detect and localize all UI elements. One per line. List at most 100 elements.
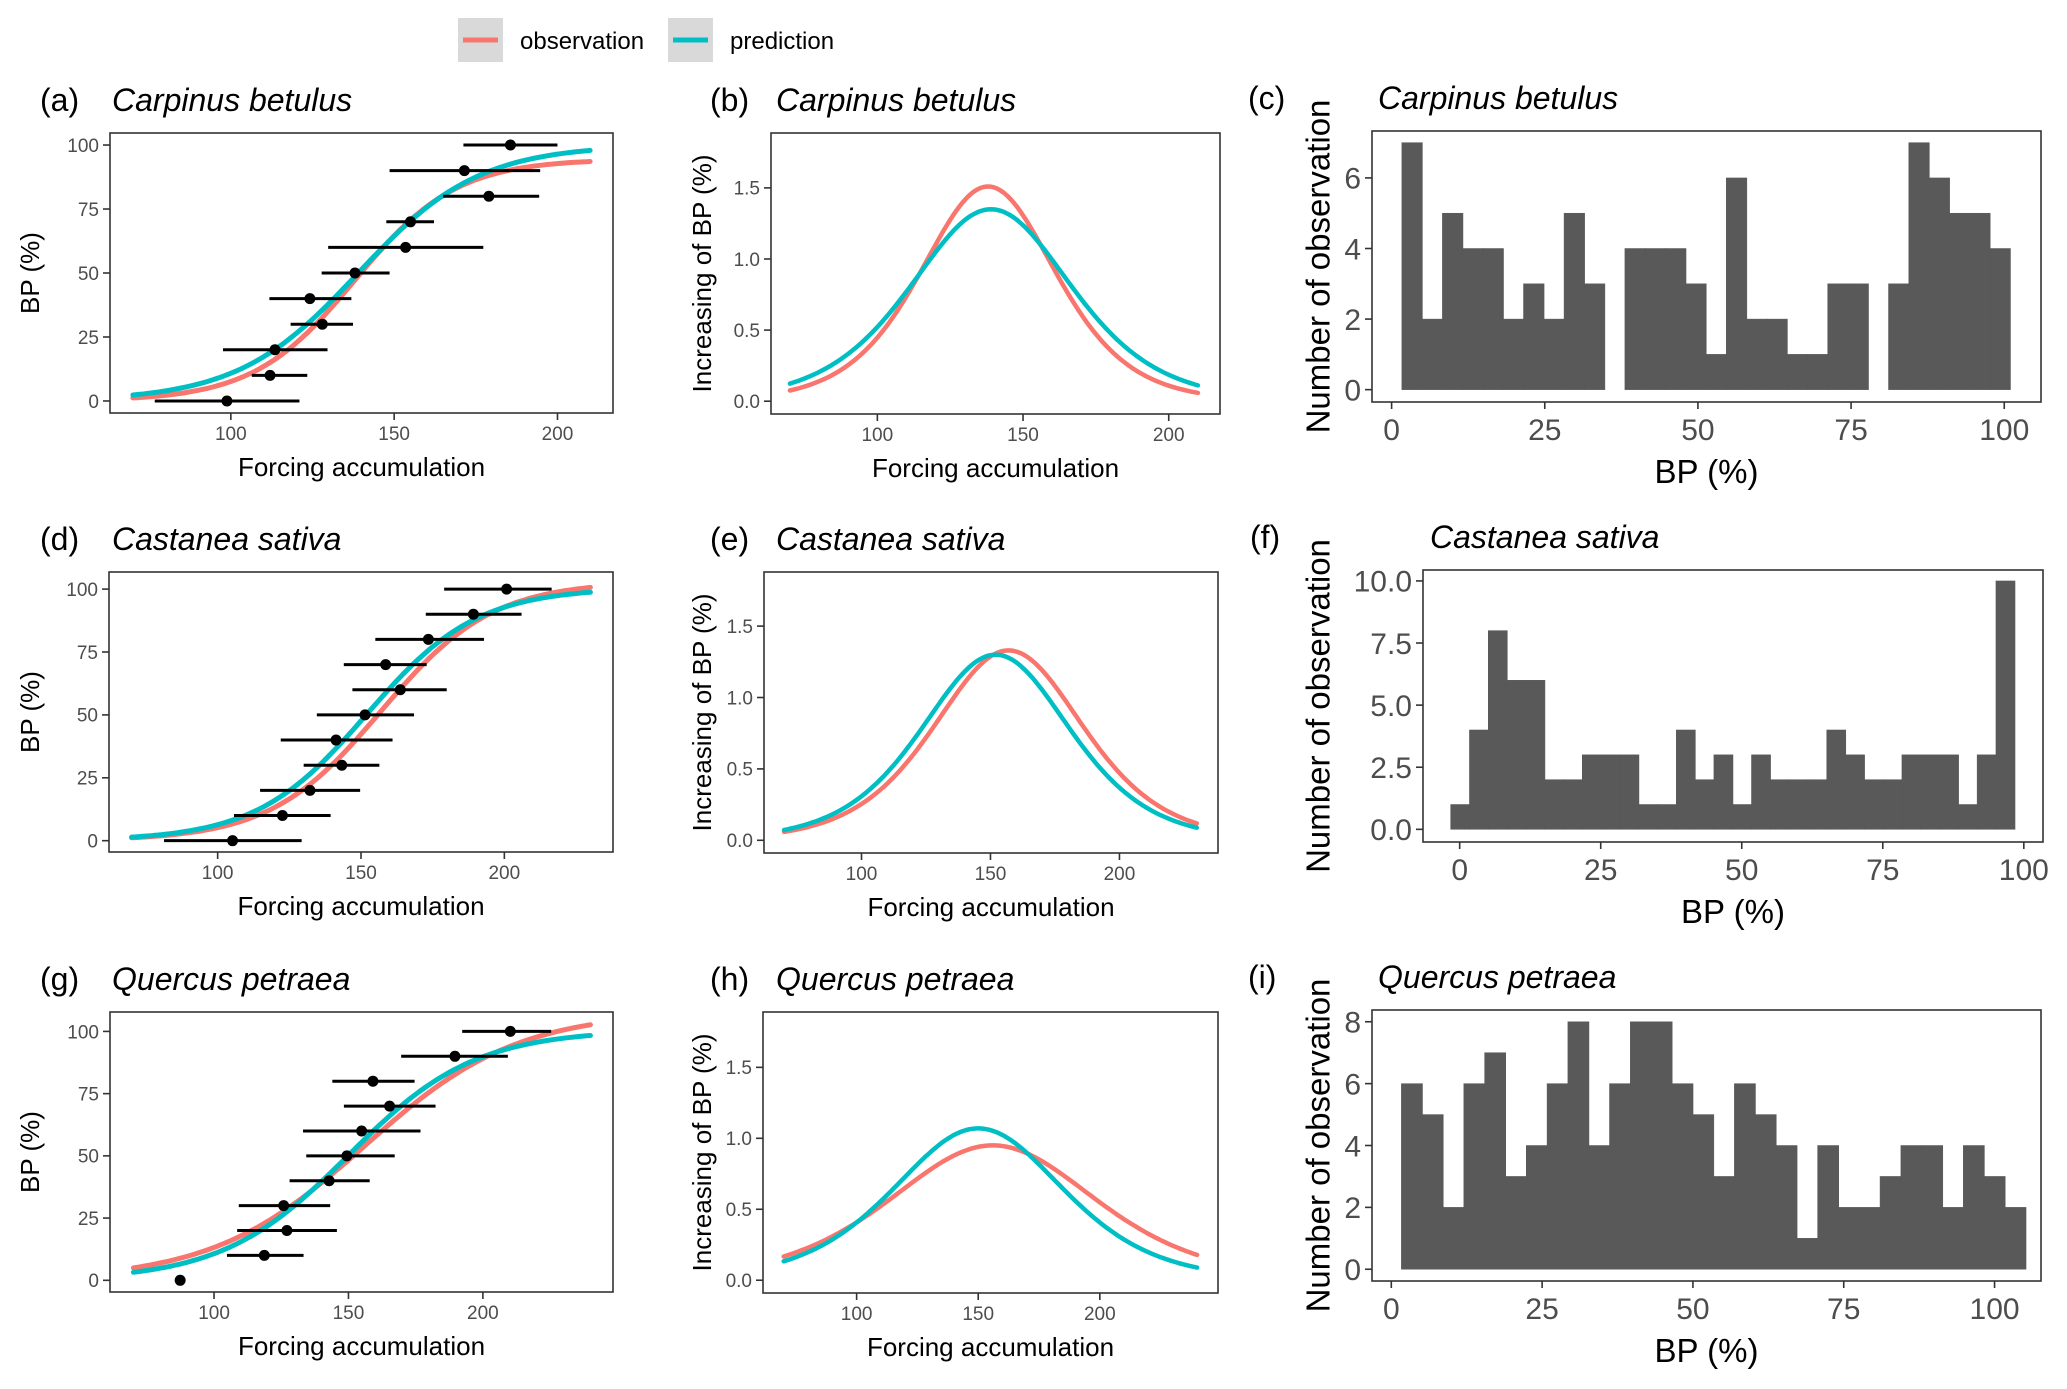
- y-tick-label: 0: [1344, 374, 1361, 407]
- y-tick-label: 0.0: [726, 1271, 752, 1292]
- y-tick-label: 0: [88, 392, 99, 413]
- histogram-bar: [1644, 248, 1667, 390]
- x-tick-label: 200: [488, 863, 520, 884]
- y-tick-label: 6: [1344, 1068, 1361, 1101]
- histogram-bar: [1567, 1021, 1590, 1270]
- histogram-bar: [1624, 248, 1646, 390]
- series-line-prediction: [781, 1126, 1200, 1270]
- panel-tag: (c): [1248, 80, 1285, 116]
- data-point: [316, 318, 328, 330]
- histogram-bar: [1976, 754, 1997, 830]
- y-tick-label: 0: [88, 1271, 99, 1292]
- series-line-prediction: [781, 652, 1200, 833]
- y-axis-title: BP (%): [15, 1111, 45, 1193]
- panel-tag: (e): [710, 521, 749, 557]
- histogram-bar: [1786, 354, 1808, 390]
- plot-layer: [787, 184, 1201, 396]
- panel-title: Carpinus betulus: [1378, 80, 1618, 116]
- y-tick-label: 0.0: [1370, 814, 1412, 847]
- data-point: [281, 1225, 293, 1237]
- panel-tag: (b): [710, 82, 749, 118]
- x-tick-label: 75: [1827, 1293, 1860, 1326]
- histogram-bar: [1879, 1176, 1902, 1270]
- data-point: [258, 1249, 270, 1261]
- panel-tag: (i): [1248, 959, 1276, 995]
- histogram-bar: [1921, 1145, 1944, 1270]
- data-point: [276, 810, 288, 822]
- panel-title: Castanea sativa: [112, 521, 341, 557]
- histogram-bar: [1676, 729, 1696, 830]
- data-point: [400, 241, 412, 253]
- histogram-bar: [1502, 318, 1525, 390]
- plot-layer: [129, 583, 593, 847]
- histogram-bar: [1827, 283, 1849, 390]
- histogram-bar: [1506, 680, 1527, 830]
- data-point: [278, 1200, 290, 1212]
- data-point: [467, 608, 479, 620]
- y-tick-label: 1.0: [734, 250, 760, 271]
- data-point: [341, 1150, 353, 1162]
- data-point: [269, 344, 281, 356]
- panel-g: (g) Quercus petraea 100 150 200 0 25 50 75 100 For…: [15, 961, 614, 1361]
- panel-tag: (g): [40, 961, 79, 997]
- panel-title: Quercus petraea: [776, 961, 1014, 997]
- histogram-bar: [1401, 142, 1423, 390]
- histogram-bar: [1609, 1083, 1631, 1270]
- data-point: [504, 1025, 516, 1037]
- x-tick-label: 100: [861, 425, 893, 446]
- x-axis-title: Forcing accumulation: [867, 892, 1114, 922]
- x-tick-label: 25: [1525, 1293, 1558, 1326]
- data-point: [359, 709, 371, 721]
- series-line-prediction: [130, 1033, 593, 1275]
- x-tick-label: 50: [1676, 1293, 1709, 1326]
- y-tick-label: 25: [77, 769, 98, 790]
- histogram-bar: [1928, 177, 1950, 390]
- plot-layer: [1401, 1021, 2027, 1270]
- plot-layer: [130, 1022, 593, 1286]
- histogram-bar: [1600, 754, 1621, 830]
- histogram-bar: [1845, 754, 1865, 830]
- data-point: [264, 369, 276, 381]
- histogram-bar: [1969, 212, 1991, 390]
- panel-title: Quercus petraea: [1378, 959, 1616, 995]
- data-point: [422, 633, 434, 645]
- histogram-bar: [1713, 754, 1734, 830]
- y-tick-label: 4: [1344, 233, 1361, 266]
- panel-tag: (f): [1250, 519, 1280, 555]
- x-tick-label: 75: [1866, 854, 1899, 887]
- histogram-bar: [1469, 729, 1489, 830]
- histogram-bar: [1901, 754, 1922, 830]
- histogram-bar: [1920, 754, 1941, 830]
- histogram-bar: [1751, 754, 1771, 830]
- y-tick-label: 1.5: [734, 179, 760, 200]
- data-point: [356, 1125, 368, 1137]
- data-point: [349, 267, 361, 279]
- histogram-bar: [1487, 630, 1508, 830]
- x-axis-title: Forcing accumulation: [237, 891, 484, 921]
- histogram-bar: [1588, 1145, 1611, 1270]
- x-axis-title: Forcing accumulation: [238, 452, 485, 482]
- histogram-bar: [1754, 1114, 1777, 1270]
- histogram-bar: [1796, 1238, 1819, 1270]
- panel-tag: (d): [40, 521, 79, 557]
- histogram-bar: [1544, 779, 1565, 830]
- plot-layer: [130, 139, 593, 407]
- histogram-bar: [1525, 680, 1546, 830]
- x-axis-title: BP (%): [1681, 893, 1785, 930]
- y-tick-label: 50: [78, 264, 99, 285]
- histogram-bar: [1584, 283, 1606, 390]
- y-tick-label: 0: [87, 832, 98, 853]
- data-point: [483, 190, 495, 202]
- histogram-bar: [1450, 804, 1470, 830]
- panel-tag: (h): [710, 961, 749, 997]
- plot-frame: [1371, 130, 2042, 403]
- y-tick-label: 75: [78, 200, 99, 221]
- histogram-bar: [1775, 1145, 1798, 1270]
- data-point: [449, 1050, 461, 1062]
- histogram-bar: [1807, 354, 1829, 390]
- panel-title: Carpinus betulus: [112, 82, 352, 118]
- data-point: [380, 659, 392, 671]
- x-tick-label: 200: [542, 424, 574, 445]
- x-tick-label: 100: [841, 1304, 873, 1325]
- histogram-bar: [1807, 779, 1828, 830]
